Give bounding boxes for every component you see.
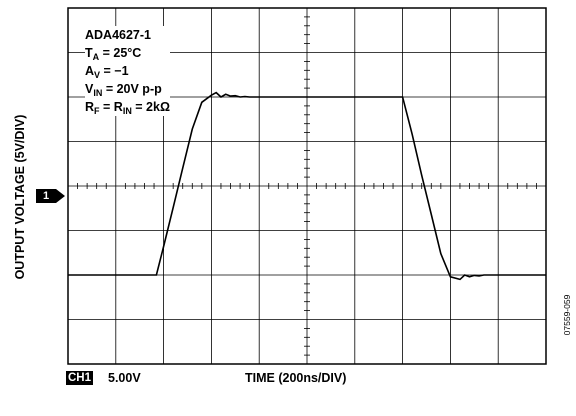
output-voltage-trace	[68, 91, 546, 281]
y-axis-label: OUTPUT VOLTAGE (5V/DIV)	[13, 114, 27, 280]
annotation-line: VIN = 20V p-p	[85, 82, 162, 98]
plot-minor-ticks	[77, 16, 537, 356]
x-axis-label: TIME (200ns/DIV)	[245, 371, 347, 385]
annotation-line: ADA4627-1	[85, 28, 152, 42]
annotation-line: AV = −1	[85, 64, 129, 80]
channel-badge: CH1	[66, 371, 94, 385]
test-conditions-box: ADA4627-1 TA = 25°C AV = −1 VIN = 20V p-p RF…	[85, 26, 170, 116]
ground-marker-arrow-icon	[56, 189, 65, 203]
annotation-line: TA = 25°C	[85, 46, 142, 62]
figure-id: 07559-059	[562, 294, 572, 336]
annotation-line: RF = RIN = 2kΩ	[85, 100, 170, 116]
plot-frame	[67, 7, 547, 365]
channel-scale: 5.00V	[108, 371, 141, 385]
channel-1-ground-marker: 1	[36, 189, 56, 203]
